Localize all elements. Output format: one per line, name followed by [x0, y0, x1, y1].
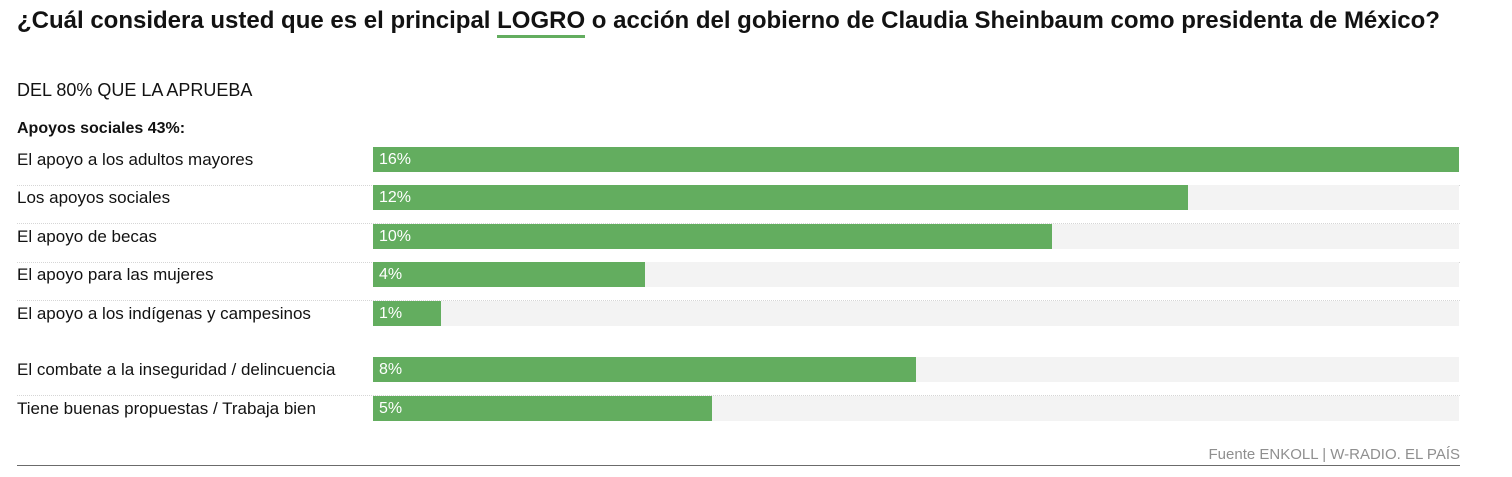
bar-value-label: 10% — [379, 228, 412, 245]
bar: 10% — [373, 224, 1052, 249]
bar-value-label: 12% — [379, 189, 412, 206]
title-highlight-logro: LOGRO — [497, 7, 586, 38]
category-label: El apoyo para las mujeres — [17, 265, 214, 284]
chart-row: El apoyo a los indígenas y campesinos 1% — [17, 300, 1460, 339]
bar: 1% — [373, 301, 441, 326]
bar: 4% — [373, 262, 645, 287]
category-label: El combate a la inseguridad / delincuenc… — [17, 360, 336, 379]
category-label: Los apoyos sociales — [17, 188, 171, 207]
bar: 5% — [373, 396, 712, 421]
bar: 12% — [373, 185, 1188, 210]
bar-track: 16% — [373, 147, 1459, 172]
bar-track: 8% — [373, 357, 1459, 382]
bar-value-label: 4% — [379, 266, 403, 283]
bar-value-label: 1% — [379, 305, 403, 322]
bar-track: 4% — [373, 262, 1459, 287]
title-text-after: o acción del gobierno de Claudia Sheinba… — [585, 7, 1440, 34]
chart-row: El apoyo de becas 10% — [17, 223, 1460, 263]
bar-value-label: 5% — [379, 400, 403, 417]
chart-row: El combate a la inseguridad / delincuenc… — [17, 356, 1460, 396]
category-label: Tiene buenas propuestas / Trabaja bien — [17, 399, 316, 418]
bar-track: 5% — [373, 396, 1459, 421]
chart-row: El apoyo para las mujeres 4% — [17, 261, 1460, 301]
category-label: El apoyo de becas — [17, 227, 157, 246]
chart-row: Tiene buenas propuestas / Trabaja bien 5% — [17, 395, 1460, 434]
bar-track: 10% — [373, 224, 1459, 249]
group-label-apoyos-sociales: Apoyos sociales 43%: — [17, 120, 186, 137]
category-label: El apoyo a los adultos mayores — [17, 150, 254, 169]
chart-row: El apoyo a los adultos mayores 16% — [17, 146, 1460, 186]
bar-value-label: 8% — [379, 361, 403, 378]
bottom-divider — [17, 465, 1460, 466]
chart-row: Los apoyos sociales 12% — [17, 184, 1460, 224]
bar: 8% — [373, 357, 916, 382]
source-credit: Fuente ENKOLL | W-RADIO. EL PAÍS — [1208, 446, 1460, 463]
bar-track: 12% — [373, 185, 1459, 210]
chart-title: ¿Cuál considera usted que es el principa… — [17, 6, 1467, 38]
bar-track: 1% — [373, 301, 1459, 326]
category-label: El apoyo a los indígenas y campesinos — [17, 304, 311, 323]
title-text-before: ¿Cuál considera usted que es el principa… — [17, 7, 498, 34]
bar: 16% — [373, 147, 1459, 172]
chart-subtitle: DEL 80% QUE LA APRUEBA — [17, 80, 253, 100]
bar-value-label: 16% — [379, 151, 412, 168]
